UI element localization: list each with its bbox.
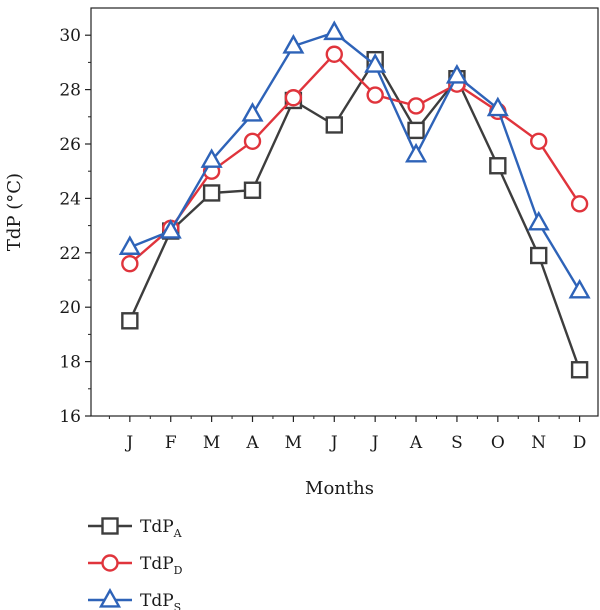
legend-item: TdPS	[88, 587, 181, 610]
legend-label: TdPS	[140, 591, 181, 610]
data-point	[282, 34, 305, 54]
data-point	[407, 97, 425, 115]
legend-marker	[98, 587, 122, 608]
data-point	[325, 116, 343, 134]
data-point	[121, 254, 139, 273]
data-point	[530, 246, 548, 265]
data-point	[527, 210, 550, 231]
legend-marker	[101, 554, 119, 572]
y-axis-label: TdP (°C)	[4, 173, 25, 251]
data-point	[486, 96, 509, 117]
data-point	[530, 132, 548, 150]
series-S	[118, 20, 591, 299]
data-point	[118, 235, 141, 255]
data-point	[570, 361, 589, 379]
series-line	[129, 53, 581, 265]
data-point	[568, 278, 591, 299]
data-point	[241, 102, 264, 122]
x-tick-label: J	[370, 433, 379, 453]
data-point	[200, 148, 223, 168]
data-point	[570, 195, 589, 213]
y-tick-label: 28	[59, 81, 81, 101]
legend-marker	[101, 517, 119, 535]
data-point	[407, 121, 425, 140]
data-point	[284, 89, 303, 107]
series-line	[129, 31, 581, 292]
x-tick-label: J	[124, 433, 133, 453]
x-tick-label: A	[245, 433, 259, 453]
legend-label: TdPA	[140, 517, 183, 540]
legend-item: TdPD	[88, 554, 183, 577]
legend-item: TdPA	[88, 517, 183, 540]
y-tick-label: 18	[59, 353, 81, 373]
plot-border	[90, 7, 599, 417]
data-point	[159, 218, 182, 239]
x-tick-label: F	[165, 433, 177, 453]
series-A	[121, 50, 589, 379]
y-tick-label: 20	[59, 298, 81, 318]
series-layer	[118, 20, 591, 379]
x-tick-label: M	[203, 433, 220, 453]
x-tick-label: D	[573, 433, 587, 453]
x-tick-label: M	[285, 433, 302, 453]
x-tick-label: S	[451, 433, 463, 453]
y-axis: 16 18 20 22 24 26 28 30	[59, 26, 91, 427]
x-tick-label: A	[409, 433, 423, 453]
data-point	[489, 157, 507, 175]
legend: TdPA TdPD TdPS	[88, 517, 183, 610]
y-tick-label: 16	[59, 407, 81, 427]
x-tick-label: N	[531, 433, 546, 453]
data-point	[366, 86, 384, 104]
series-line	[128, 58, 581, 371]
legend-label: TdPD	[140, 554, 183, 577]
y-tick-label: 30	[59, 26, 81, 46]
y-tick-label: 24	[59, 189, 81, 209]
series-D	[121, 45, 589, 273]
x-tick-label: J	[329, 433, 338, 453]
data-point	[243, 132, 262, 150]
y-tick-label: 26	[59, 135, 81, 155]
data-point	[202, 184, 221, 202]
data-point	[364, 53, 387, 73]
data-point	[445, 63, 468, 84]
y-tick-label: 22	[59, 244, 81, 264]
data-point	[323, 20, 346, 41]
data-point	[243, 181, 262, 199]
data-point	[405, 142, 428, 163]
plot-frame	[90, 7, 599, 417]
x-axis-label: Months	[305, 478, 374, 499]
x-tick-label: O	[491, 433, 505, 453]
data-point	[325, 45, 343, 63]
data-point	[121, 312, 139, 330]
